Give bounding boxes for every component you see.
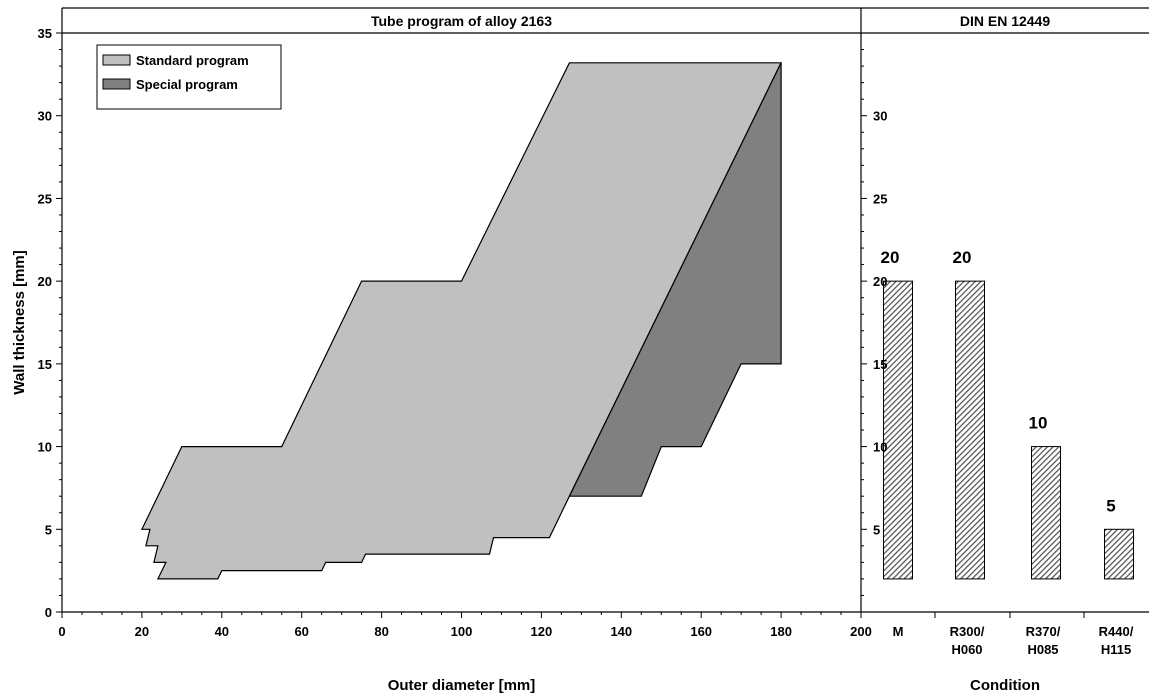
main-chart-title: Tube program of alloy 2163	[371, 13, 552, 29]
y-tick-label: 30	[38, 109, 52, 124]
legend-label-standard: Standard program	[136, 53, 249, 68]
din-y-axis-tick-labels: 5 10 15 20 25 30	[873, 109, 887, 538]
din-category-label: R300/	[950, 624, 985, 639]
din-bar	[1031, 446, 1061, 580]
din-category-labels: M R300/H060 R370/H085 R440/H115	[893, 624, 1134, 657]
x-tick-label: 180	[770, 624, 792, 639]
legend-swatch-special	[102, 78, 131, 90]
program-areas	[140, 62, 783, 580]
din-chart-panel: 20 20 10 5 M R300/H060 R370/H085 R440/H115 DIN…	[861, 13, 1134, 694]
x-tick-label: 60	[294, 624, 308, 639]
y-tick-label: 25	[38, 191, 52, 206]
din-bars	[883, 280, 1134, 580]
din-category-label-line2: H060	[951, 642, 982, 657]
legend: Standard program Special program	[96, 44, 282, 110]
x-tick-label: 80	[374, 624, 388, 639]
x-axis-title: Outer diameter [mm]	[388, 677, 536, 694]
din-bar-value: 10	[1029, 414, 1048, 433]
y-tick-label: 10	[38, 440, 52, 455]
y-tick-label: 0	[45, 605, 52, 620]
din-bar-value-labels: 20 20 10 5	[881, 248, 1116, 515]
din-x-axis-title: Condition	[970, 677, 1040, 694]
din-y-tick-label: 25	[873, 191, 887, 206]
din-bar	[955, 280, 985, 580]
din-bar-value: 20	[953, 248, 972, 267]
din-y-tick-label: 5	[873, 522, 880, 537]
x-tick-label: 100	[451, 624, 473, 639]
din-y-tick-label: 15	[873, 357, 887, 372]
legend-swatch-standard	[102, 54, 131, 66]
x-axis-tick-labels: 0 20 40 60 80 100 120 140 160 180 200	[58, 624, 871, 639]
din-bar	[883, 280, 913, 580]
plot-frame	[61, 7, 1149, 613]
din-y-tick-label: 10	[873, 440, 887, 455]
y-axis-title: Wall thickness [mm]	[11, 250, 28, 394]
y-tick-label: 5	[45, 522, 52, 537]
din-category-label: R370/	[1026, 624, 1061, 639]
din-y-tick-label: 30	[873, 109, 887, 124]
din-bar-value: 20	[881, 248, 900, 267]
din-category-label: R440/	[1099, 624, 1134, 639]
area-standard	[140, 62, 783, 580]
x-tick-label: 20	[135, 624, 149, 639]
din-category-label-line2: H085	[1027, 642, 1058, 657]
x-tick-label: 200	[850, 624, 872, 639]
legend-label-special: Special program	[136, 77, 238, 92]
x-tick-label: 140	[610, 624, 632, 639]
din-bar	[1104, 528, 1134, 580]
din-bar-value: 5	[1106, 496, 1115, 515]
x-tick-label: 160	[690, 624, 712, 639]
y-tick-label: 15	[38, 357, 52, 372]
y-axis-tick-labels: 0 5 10 15 20 25 30 35	[38, 26, 52, 620]
din-chart-title: DIN EN 12449	[960, 13, 1050, 29]
din-category-label: M	[893, 624, 904, 639]
din-category-label-line2: H115	[1101, 642, 1131, 657]
din-y-tick-label: 20	[873, 274, 887, 289]
y-tick-label: 35	[38, 26, 52, 41]
area-special	[568, 62, 782, 497]
main-chart-panel: Tube program of alloy 2163 Outer diamete…	[11, 13, 872, 694]
x-tick-label: 40	[215, 624, 229, 639]
y-tick-label: 20	[38, 274, 52, 289]
x-tick-label: 0	[58, 624, 65, 639]
x-tick-label: 120	[531, 624, 553, 639]
